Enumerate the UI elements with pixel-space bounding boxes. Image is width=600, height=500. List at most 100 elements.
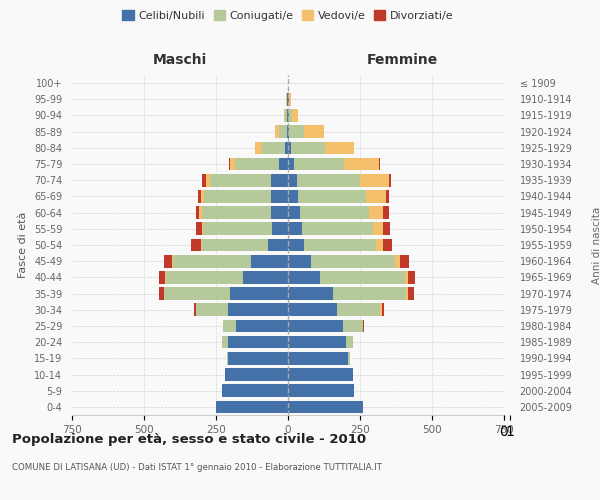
- Bar: [409, 288, 414, 300]
- Bar: [286, 109, 287, 122]
- Bar: [164, 255, 172, 268]
- Text: Popolazione per età, sesso e stato civile - 2010: Popolazione per età, sesso e stato civil…: [12, 432, 366, 446]
- Bar: [407, 271, 415, 283]
- Bar: [198, 190, 201, 202]
- Bar: [288, 222, 302, 235]
- Bar: [284, 109, 286, 122]
- Bar: [222, 336, 227, 348]
- Bar: [202, 238, 268, 252]
- Bar: [222, 384, 288, 397]
- Bar: [202, 174, 206, 186]
- Bar: [386, 190, 389, 202]
- Text: Femmine: Femmine: [367, 54, 437, 68]
- Bar: [343, 320, 363, 332]
- Bar: [288, 174, 296, 186]
- Bar: [271, 190, 288, 202]
- Bar: [255, 142, 262, 154]
- Bar: [194, 304, 196, 316]
- Bar: [230, 288, 288, 300]
- Bar: [268, 238, 288, 252]
- Text: COMUNE DI LATISANA (UD) - Dati ISTAT 1° gennaio 2010 - Elaborazione TUTTITALIA.I: COMUNE DI LATISANA (UD) - Dati ISTAT 1° …: [12, 462, 382, 471]
- Bar: [288, 368, 353, 381]
- Bar: [191, 238, 201, 252]
- Bar: [288, 336, 346, 348]
- Bar: [173, 255, 251, 268]
- Bar: [404, 271, 407, 283]
- Bar: [360, 174, 389, 186]
- Bar: [159, 288, 164, 300]
- Bar: [235, 158, 280, 170]
- Bar: [288, 206, 299, 219]
- Bar: [201, 238, 202, 252]
- Y-axis label: Fasce di età: Fasce di età: [19, 212, 28, 278]
- Bar: [288, 255, 311, 268]
- Bar: [244, 271, 288, 283]
- Bar: [166, 271, 244, 283]
- Bar: [275, 126, 280, 138]
- Bar: [289, 109, 292, 122]
- Bar: [291, 142, 325, 154]
- Bar: [280, 126, 287, 138]
- Bar: [383, 222, 390, 235]
- Bar: [346, 336, 353, 348]
- Bar: [202, 222, 203, 235]
- Bar: [294, 158, 344, 170]
- Bar: [262, 142, 285, 154]
- Bar: [288, 93, 289, 106]
- Bar: [236, 320, 288, 332]
- Bar: [201, 190, 205, 202]
- Bar: [196, 222, 202, 235]
- Bar: [288, 142, 291, 154]
- Bar: [344, 158, 379, 170]
- Bar: [288, 271, 320, 283]
- Bar: [320, 271, 404, 283]
- Bar: [230, 158, 235, 170]
- Bar: [383, 238, 392, 252]
- Bar: [325, 142, 354, 154]
- Bar: [203, 222, 272, 235]
- Bar: [227, 304, 288, 316]
- Bar: [206, 174, 210, 186]
- Bar: [287, 126, 288, 138]
- Bar: [199, 206, 202, 219]
- Bar: [288, 158, 294, 170]
- Bar: [164, 288, 230, 300]
- Bar: [196, 206, 199, 219]
- Bar: [379, 158, 380, 170]
- Bar: [288, 238, 304, 252]
- Bar: [337, 304, 380, 316]
- Bar: [272, 222, 288, 235]
- Bar: [210, 174, 271, 186]
- Bar: [380, 304, 382, 316]
- Bar: [311, 255, 395, 268]
- Bar: [285, 142, 288, 154]
- Bar: [288, 352, 349, 364]
- Bar: [395, 255, 400, 268]
- Bar: [205, 190, 271, 202]
- Bar: [251, 255, 288, 268]
- Bar: [216, 400, 288, 413]
- Bar: [280, 158, 288, 170]
- Bar: [376, 238, 383, 252]
- Bar: [406, 288, 409, 300]
- Bar: [227, 336, 288, 348]
- Bar: [302, 222, 373, 235]
- Bar: [288, 288, 332, 300]
- Bar: [271, 174, 288, 186]
- Bar: [289, 93, 291, 106]
- Bar: [332, 288, 406, 300]
- Bar: [287, 109, 288, 122]
- Bar: [288, 126, 289, 138]
- Bar: [288, 320, 343, 332]
- Bar: [389, 174, 391, 186]
- Bar: [159, 271, 165, 283]
- Bar: [288, 190, 298, 202]
- Bar: [298, 190, 366, 202]
- Bar: [383, 206, 389, 219]
- Bar: [288, 304, 337, 316]
- Text: Maschi: Maschi: [153, 54, 207, 68]
- Bar: [296, 174, 360, 186]
- Bar: [304, 238, 376, 252]
- Bar: [288, 109, 289, 122]
- Bar: [196, 304, 227, 316]
